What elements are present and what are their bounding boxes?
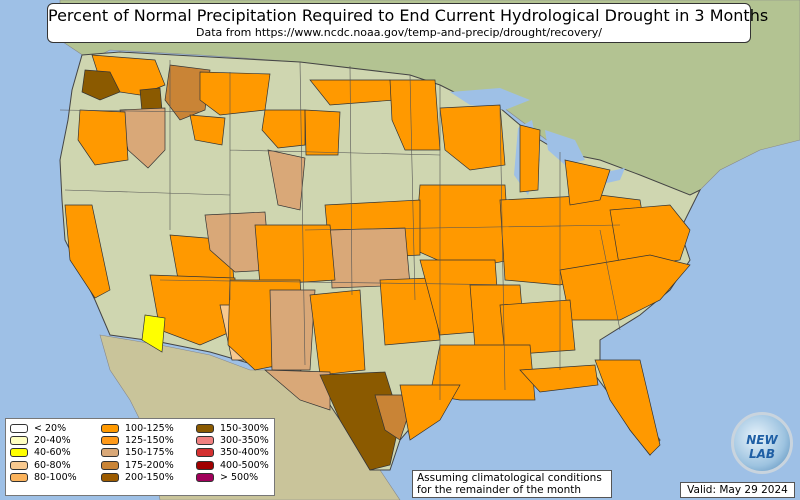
legend-item: > 500%: [196, 471, 269, 483]
title-box: Percent of Normal Precipitation Required…: [47, 3, 769, 43]
assumption-note-line-2: for the remainder of the month: [417, 484, 582, 496]
valid-date: Valid: May 29 2024: [680, 482, 795, 498]
legend-item: 100-125%: [101, 422, 174, 434]
legend-swatch: [10, 460, 28, 470]
state-borders: [59, 60, 621, 400]
legend-item: 200-150%: [101, 471, 174, 483]
legend-swatch: [196, 472, 214, 482]
legend-item: 400-500%: [196, 459, 269, 471]
legend-label: 150-300%: [220, 422, 269, 434]
map-subtitle: Data from https://www.ncdc.noaa.gov/temp…: [196, 26, 602, 39]
legend-item: 150-175%: [101, 447, 174, 459]
legend-label: 350-400%: [220, 447, 269, 459]
legend-swatch: [196, 435, 214, 445]
legend-label: 60-80%: [34, 459, 71, 471]
legend-swatch: [101, 448, 119, 458]
drought-regions: [64, 54, 691, 471]
legend-swatch: [196, 423, 214, 433]
legend-label: 40-60%: [34, 447, 71, 459]
legend-label: 200-150%: [125, 471, 174, 483]
legend-item: 60-80%: [10, 459, 77, 471]
legend-swatch: [196, 460, 214, 470]
legend-swatch: [101, 435, 119, 445]
legend-swatch: [10, 423, 28, 433]
legend-label: > 500%: [220, 471, 259, 483]
map-title: Percent of Normal Precipitation Required…: [48, 6, 769, 25]
legend-swatch: [10, 448, 28, 458]
legend-swatch: [196, 448, 214, 458]
great-lakes: [450, 88, 625, 195]
legend-item: < 20%: [10, 422, 77, 434]
legend-swatch: [101, 460, 119, 470]
legend-label: < 20%: [34, 422, 67, 434]
legend-label: 300-350%: [220, 434, 269, 446]
legend-item: 40-60%: [10, 447, 77, 459]
legend-column-1: < 20% 20-40% 40-60% 60-80% 80-100%: [10, 422, 77, 483]
legend-item: 350-400%: [196, 447, 269, 459]
legend-label: 150-175%: [125, 447, 174, 459]
logo-text: NEW LAB: [746, 433, 778, 461]
legend-label: 400-500%: [220, 459, 269, 471]
legend-swatch: [10, 472, 28, 482]
legend-item: 20-40%: [10, 434, 77, 446]
legend: < 20% 20-40% 40-60% 60-80% 80-100% 100-1…: [5, 418, 275, 496]
legend-label: 125-150%: [125, 434, 174, 446]
legend-swatch: [101, 472, 119, 482]
new-lab-logo: NEW LAB: [731, 412, 793, 474]
legend-label: 20-40%: [34, 434, 71, 446]
legend-item: 175-200%: [101, 459, 174, 471]
assumption-note: Assuming climatological conditions for t…: [412, 470, 612, 498]
assumption-note-line-1: Assuming climatological conditions: [417, 472, 602, 484]
legend-swatch: [10, 435, 28, 445]
legend-item: 125-150%: [101, 434, 174, 446]
legend-label: 100-125%: [125, 422, 174, 434]
legend-column-3: 150-300% 300-350% 350-400% 400-500% > 50…: [196, 422, 269, 483]
legend-swatch: [101, 423, 119, 433]
legend-column-2: 100-125% 125-150% 150-175% 175-200% 200-…: [101, 422, 174, 483]
legend-label: 175-200%: [125, 459, 174, 471]
legend-item: 150-300%: [196, 422, 269, 434]
legend-item: 300-350%: [196, 434, 269, 446]
legend-item: 80-100%: [10, 471, 77, 483]
legend-label: 80-100%: [34, 471, 77, 483]
